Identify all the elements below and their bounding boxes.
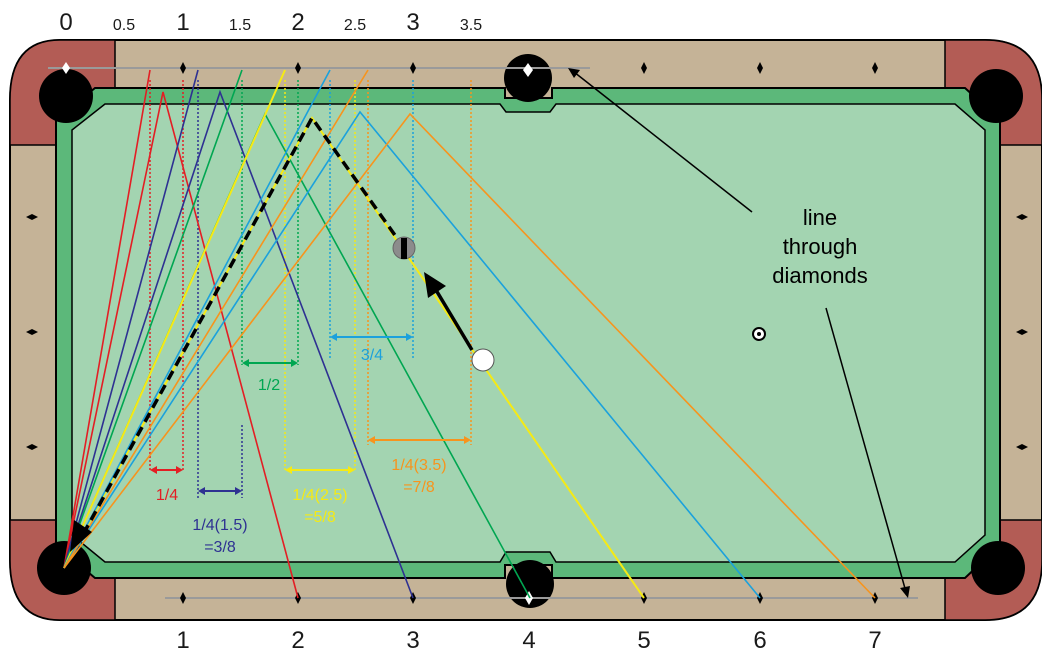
- measure-yellow-right-head: [348, 466, 355, 474]
- measure-green-left-head: [242, 359, 249, 367]
- diamond-bottom-1: [180, 592, 186, 604]
- measure-orange-left-head: [368, 436, 375, 444]
- measure-yellow-left-head: [285, 466, 292, 474]
- diamond-left-2: [26, 329, 38, 335]
- top-number-0-5: 0.5: [113, 17, 135, 34]
- diamond-top-5: [641, 62, 647, 74]
- diamond-top-4: [523, 63, 533, 77]
- diamond-top-6: [757, 62, 763, 74]
- top-number-3-5: 3.5: [460, 17, 482, 34]
- top-number-2-5: 2.5: [344, 17, 366, 34]
- pocket-top-right: [969, 69, 1023, 123]
- cue-ball: [471, 348, 495, 372]
- diamond-right-1: [1016, 214, 1028, 220]
- path-red: [63, 69, 299, 599]
- label-quarter-2-5: 1/4(2.5): [292, 487, 347, 504]
- felt: [71, 103, 986, 563]
- pocket-bottom-middle: [506, 560, 554, 608]
- measure-cyan-left-head: [330, 333, 337, 341]
- diamond-top-7: [872, 62, 878, 74]
- label-half: 1/2: [258, 377, 280, 394]
- diamond-top-0: [62, 62, 70, 74]
- bottom-number-6: 6: [753, 627, 766, 654]
- label-seven-eighths: =7/8: [403, 479, 435, 496]
- annotation-line-3: diamonds: [772, 263, 867, 288]
- measure-labels: 1/4 1/4(1.5) =3/8 1/2 1/4(2.5) =5/8 3/4 …: [156, 347, 447, 556]
- bottom-number-4: 4: [522, 627, 535, 654]
- pocket-top-middle: [504, 54, 552, 102]
- aim-arrow-shaft: [434, 289, 474, 351]
- diamond-top-3: [410, 62, 416, 74]
- annotation-line-2: through: [783, 234, 858, 259]
- path-cyan: [63, 69, 761, 599]
- object-ball-stripe: [401, 238, 407, 259]
- label-three-quarter: 3/4: [361, 347, 383, 364]
- annotation-pointer-top: [573, 71, 753, 213]
- top-number-1-5: 1.5: [229, 17, 251, 34]
- label-quarter-1-5: 1/4(1.5): [192, 517, 247, 534]
- spot-marker-center: [757, 332, 761, 336]
- annotation-text: line through diamonds: [772, 205, 867, 288]
- measure-red-left-head: [150, 466, 157, 474]
- diamond-top-2: [295, 62, 301, 74]
- bottom-number-3: 3: [406, 627, 419, 654]
- measure-red-right-head: [176, 466, 183, 474]
- bottom-number-5: 5: [637, 627, 650, 654]
- annotation-pointer-top-head: [568, 68, 580, 78]
- annotation-line-1: line: [803, 205, 837, 230]
- path-navy: [63, 69, 414, 599]
- diamond-right-3: [1016, 444, 1028, 450]
- top-number-3: 3: [406, 9, 419, 36]
- bottom-number-2: 2: [291, 627, 304, 654]
- measure-cyan-right-head: [406, 333, 413, 341]
- bottom-number-labels: 1 2 3 4 5 6 7: [176, 627, 881, 654]
- measure-green-right-head: [291, 359, 298, 367]
- diamond-left-1: [26, 214, 38, 220]
- pocket-top-left: [39, 69, 93, 123]
- label-five-eighths: =5/8: [304, 509, 336, 526]
- top-number-labels: 0 0.5 1 1.5 2 2.5 3 3.5: [59, 9, 482, 36]
- annotation-pointer-bottom: [825, 307, 907, 593]
- measure-navy-left-head: [198, 487, 205, 495]
- diamond-right-2: [1016, 329, 1028, 335]
- label-quarter-3-5: 1/4(3.5): [391, 457, 446, 474]
- bottom-number-7: 7: [868, 627, 881, 654]
- top-number-1: 1: [176, 9, 189, 36]
- label-three-eighths: =3/8: [204, 539, 236, 556]
- diamond-top-1: [180, 62, 186, 74]
- diamond-left-3: [26, 444, 38, 450]
- bottom-number-1: 1: [176, 627, 189, 654]
- aim-arrowhead: [424, 272, 446, 298]
- top-number-2: 2: [291, 9, 304, 36]
- measure-navy-right-head: [235, 487, 242, 495]
- annotation-pointer-bottom-head: [900, 586, 910, 598]
- path-orange: [63, 69, 876, 599]
- label-quarter: 1/4: [156, 487, 178, 504]
- measure-orange-right-head: [464, 436, 471, 444]
- path-arrowhead: [70, 520, 92, 552]
- diamond-bottom-4: [525, 591, 533, 605]
- cue-ball-path: [78, 114, 406, 541]
- measure-arrows: [150, 333, 471, 495]
- pocket-bottom-right: [971, 541, 1025, 595]
- top-number-0: 0: [59, 9, 72, 36]
